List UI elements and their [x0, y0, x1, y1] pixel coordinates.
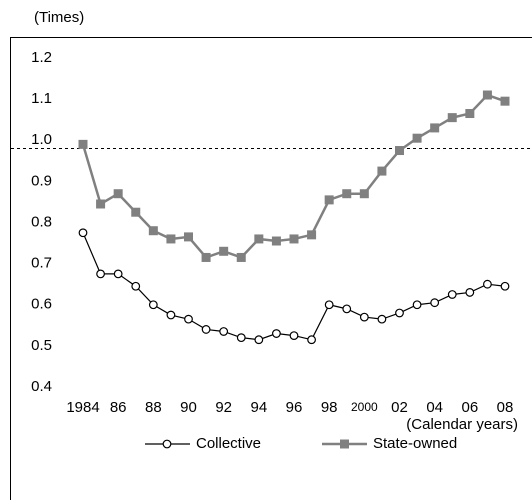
x-tick-label: 94 [250, 399, 267, 416]
x-tick-label: 04 [426, 399, 443, 416]
data-point [465, 109, 475, 119]
y-tick-label: 1.0 [31, 131, 52, 148]
x-tick-label: 1984 [66, 399, 99, 416]
data-point [342, 304, 352, 314]
y-tick-label: 1.2 [31, 49, 52, 66]
data-point [289, 234, 299, 244]
y-tick-label: 0.8 [31, 213, 52, 230]
y-tick-label: 1.1 [31, 90, 52, 107]
legend-marker [340, 439, 349, 449]
data-point [166, 310, 176, 320]
legend-label: Collective [196, 435, 261, 452]
data-point [359, 189, 369, 199]
legend-marker [162, 439, 172, 449]
data-point [412, 300, 422, 310]
data-point [271, 236, 281, 246]
data-point [254, 335, 264, 345]
data-point [254, 234, 264, 244]
data-point [430, 123, 440, 133]
data-point [201, 252, 211, 262]
data-point [377, 314, 387, 324]
x-tick-label: 88 [145, 399, 162, 416]
data-point [289, 331, 299, 340]
data-point [395, 308, 404, 318]
data-point [148, 300, 158, 310]
y-tick-label: 0.7 [31, 255, 52, 272]
data-point [166, 234, 176, 244]
data-point [184, 232, 193, 242]
data-point [78, 228, 88, 238]
data-point [395, 146, 404, 156]
x-tick-label: 96 [286, 399, 303, 416]
data-point [96, 269, 105, 279]
data-point [219, 327, 229, 336]
y-tick-label: 0.6 [31, 296, 52, 313]
data-point [483, 279, 492, 289]
x-tick-label: 90 [180, 399, 197, 416]
data-point [78, 139, 88, 149]
x-tick-label: 98 [321, 399, 338, 416]
data-point [131, 207, 141, 217]
data-point [201, 325, 211, 334]
data-point [113, 189, 123, 199]
data-point [236, 252, 246, 262]
x-tick-label: 08 [497, 399, 514, 416]
y-tick-label: 0.5 [31, 337, 52, 354]
data-point [377, 166, 387, 176]
data-point [131, 281, 141, 291]
y-tick-label: 0.9 [31, 172, 52, 189]
data-point [148, 226, 158, 236]
data-point [272, 329, 281, 338]
x-tick-label: 92 [215, 399, 232, 416]
data-point [342, 189, 352, 199]
data-point [324, 300, 334, 310]
x-tick-label: 06 [461, 399, 478, 416]
data-point [307, 230, 317, 240]
data-point [500, 281, 510, 291]
frame [10, 37, 532, 500]
data-point [236, 333, 246, 343]
data-point [96, 199, 106, 209]
y-tick-label: 0.4 [31, 378, 52, 395]
data-point [447, 113, 457, 123]
data-point [359, 312, 369, 322]
data-point [412, 133, 422, 143]
data-point [307, 335, 316, 345]
data-point [324, 195, 334, 205]
series-line [82, 232, 506, 341]
x-tick-label: 02 [391, 399, 408, 416]
x-tick-label: 2000 [351, 400, 378, 414]
data-point [500, 96, 510, 106]
data-point [219, 246, 229, 256]
data-point [465, 288, 475, 297]
data-point [447, 290, 457, 299]
x-axis-label: (Calendar years) [406, 416, 518, 433]
data-point [482, 90, 492, 100]
data-point [184, 314, 193, 324]
data-point [430, 298, 440, 308]
data-point [113, 269, 123, 279]
series-line [81, 93, 506, 259]
legend-label: State-owned [373, 435, 457, 452]
y-axis-label: (Times) [34, 9, 84, 26]
x-tick-label: 86 [110, 399, 127, 416]
